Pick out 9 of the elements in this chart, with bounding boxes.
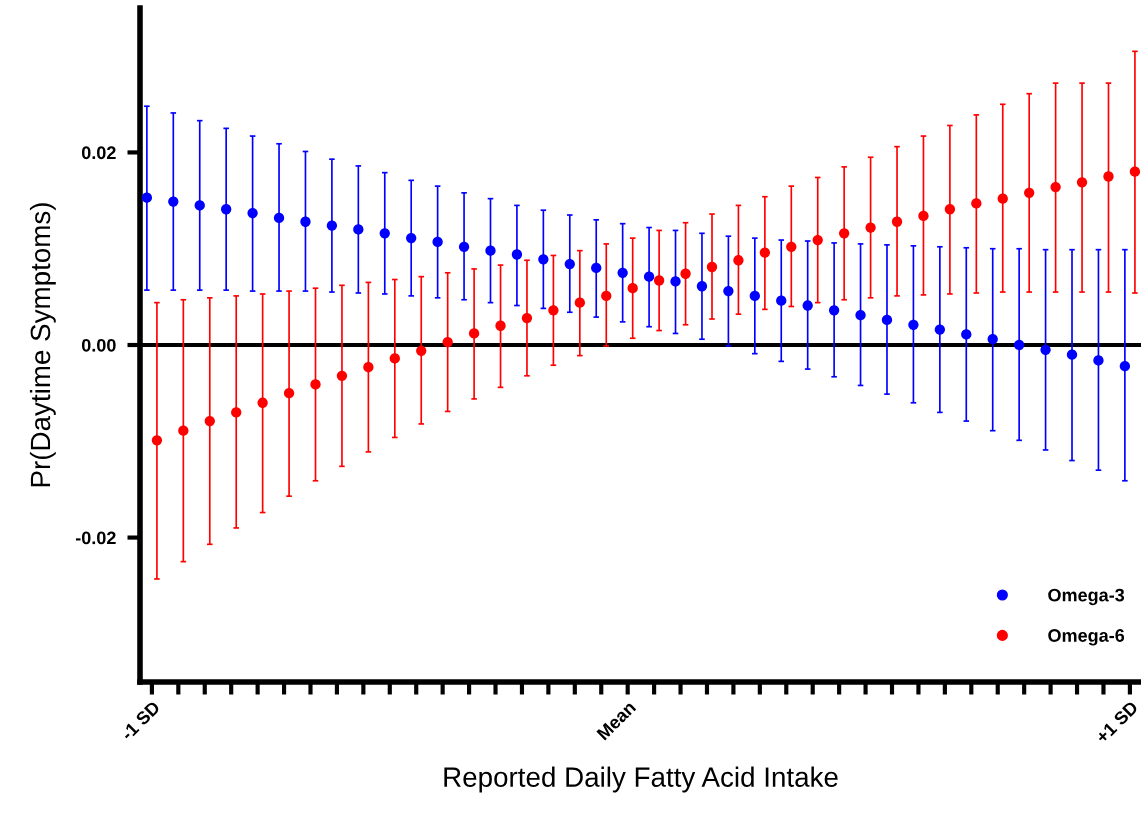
x-axis-title: Reported Daily Fatty Acid Intake	[444, 766, 838, 793]
x-tick-label: +1 SD	[1094, 700, 1139, 745]
legend-label: Omega-3	[1048, 588, 1125, 606]
y-tick-label: 0.02	[81, 146, 116, 160]
y-axis-title: Pr(Daytime Symptoms)	[29, 203, 56, 487]
x-tick-label: -1 SD	[120, 700, 161, 741]
y-tick-label: 0.00	[81, 338, 116, 352]
y-tick-label: -0.02	[75, 531, 116, 545]
legend-label: Omega-6	[1048, 629, 1125, 646]
